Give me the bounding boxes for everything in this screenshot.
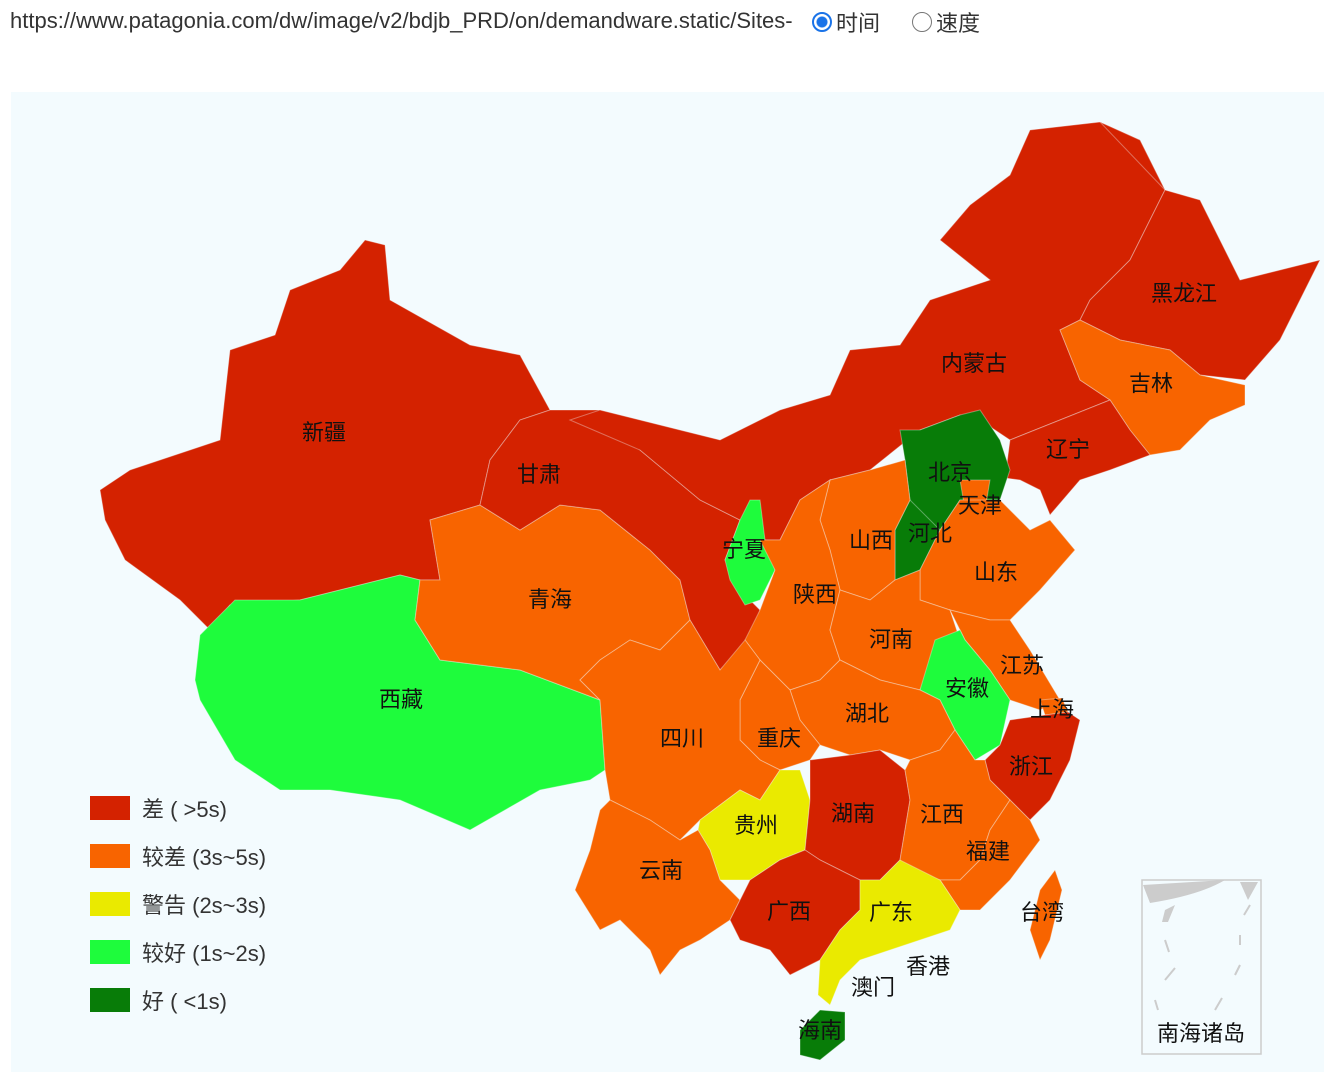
- province-label: 天津: [958, 493, 1002, 518]
- province-label: 福建: [966, 839, 1010, 864]
- province-label: 河南: [869, 627, 913, 652]
- province-云南[interactable]: [574, 799, 741, 976]
- province-label: 湖北: [845, 701, 889, 726]
- legend-swatch: [90, 940, 130, 964]
- province-黑龙江[interactable]: [1079, 121, 1321, 381]
- province-label: 陕西: [793, 582, 837, 607]
- province-label: 黑龙江: [1151, 281, 1217, 306]
- province-辽宁[interactable]: [1004, 399, 1151, 516]
- radio-speed[interactable]: 速度: [912, 6, 980, 38]
- province-宁夏[interactable]: [724, 499, 776, 606]
- province-label: 四川: [660, 726, 704, 751]
- province-label: 湖南: [831, 801, 875, 826]
- province-西藏[interactable]: [194, 574, 606, 831]
- province-label: 辽宁: [1046, 437, 1090, 462]
- province-label: 北京: [928, 460, 972, 485]
- province-label: 云南: [639, 858, 683, 883]
- province-label: 广东: [869, 900, 913, 925]
- province-label: 安徽: [945, 676, 989, 701]
- province-福建[interactable]: [939, 799, 1041, 911]
- province-甘肃[interactable]: [479, 409, 761, 671]
- legend-swatch: [90, 988, 130, 1012]
- radio-time-button[interactable]: [812, 12, 832, 32]
- legend-item-best[interactable]: 好 ( <1s): [90, 984, 227, 1016]
- south-china-sea-inset: 南海诸岛: [1141, 879, 1262, 1055]
- legend-swatch: [90, 892, 130, 916]
- province-吉林[interactable]: [1059, 319, 1246, 456]
- province-label: 贵州: [734, 813, 778, 838]
- province-label: 山西: [849, 528, 893, 553]
- province-label: 山东: [974, 560, 1018, 585]
- province-label: 台湾: [1020, 900, 1064, 925]
- province-label: 浙江: [1009, 754, 1053, 779]
- legend-swatch: [90, 796, 130, 820]
- legend-item-poor[interactable]: 较差 (3s~5s): [90, 840, 266, 872]
- url-text: https://www.patagonia.com/dw/image/v2/bd…: [10, 8, 793, 33]
- inset-label: 南海诸岛: [1157, 1021, 1245, 1046]
- legend-label: 较好 (1s~2s): [142, 941, 267, 966]
- province-label: 海南: [798, 1018, 842, 1043]
- radio-speed-button[interactable]: [912, 12, 932, 32]
- legend-label: 好 ( <1s): [142, 989, 227, 1014]
- province-海南[interactable]: [799, 1009, 846, 1061]
- province-广东[interactable]: [817, 859, 961, 1006]
- province-浙江[interactable]: [984, 711, 1081, 821]
- province-台湾[interactable]: [1029, 868, 1063, 962]
- province-label: 澳门: [851, 975, 895, 1000]
- radio-time[interactable]: 时间: [812, 6, 880, 38]
- legend-swatch: [90, 844, 130, 868]
- legend-label: 警告 (2s~3s): [142, 893, 267, 918]
- province-label: 内蒙古: [941, 351, 1007, 376]
- china-map: 新疆西藏 青海 甘肃 内蒙古 黑龙江吉林辽宁北京河北 天津山西 宁夏陕西 山东河南江苏 安徽上海…: [11, 92, 1324, 1072]
- legend-label: 差 ( >5s): [142, 797, 227, 822]
- province-label: 香港: [906, 954, 950, 979]
- legend-item-warn[interactable]: 警告 (2s~3s): [90, 888, 266, 920]
- province-label: 河北: [908, 521, 952, 546]
- province-label: 江苏: [1000, 653, 1044, 678]
- province-label: 新疆: [302, 420, 346, 445]
- province-label: 宁夏: [722, 537, 766, 562]
- province-label: 青海: [528, 587, 572, 612]
- province-label: 江西: [920, 802, 964, 827]
- legend-item-bad[interactable]: 差 ( >5s): [90, 792, 227, 824]
- radio-speed-label: 速度: [936, 11, 981, 36]
- province-label: 甘肃: [517, 462, 561, 487]
- legend-item-good[interactable]: 较好 (1s~2s): [90, 936, 266, 968]
- province-label: 西藏: [379, 687, 423, 712]
- province-label: 上海: [1030, 697, 1074, 722]
- province-label: 吉林: [1129, 371, 1173, 396]
- province-label: 重庆: [757, 726, 801, 751]
- radio-time-label: 时间: [836, 11, 881, 36]
- province-label: 广西: [767, 899, 811, 924]
- legend-label: 较差 (3s~5s): [142, 845, 267, 870]
